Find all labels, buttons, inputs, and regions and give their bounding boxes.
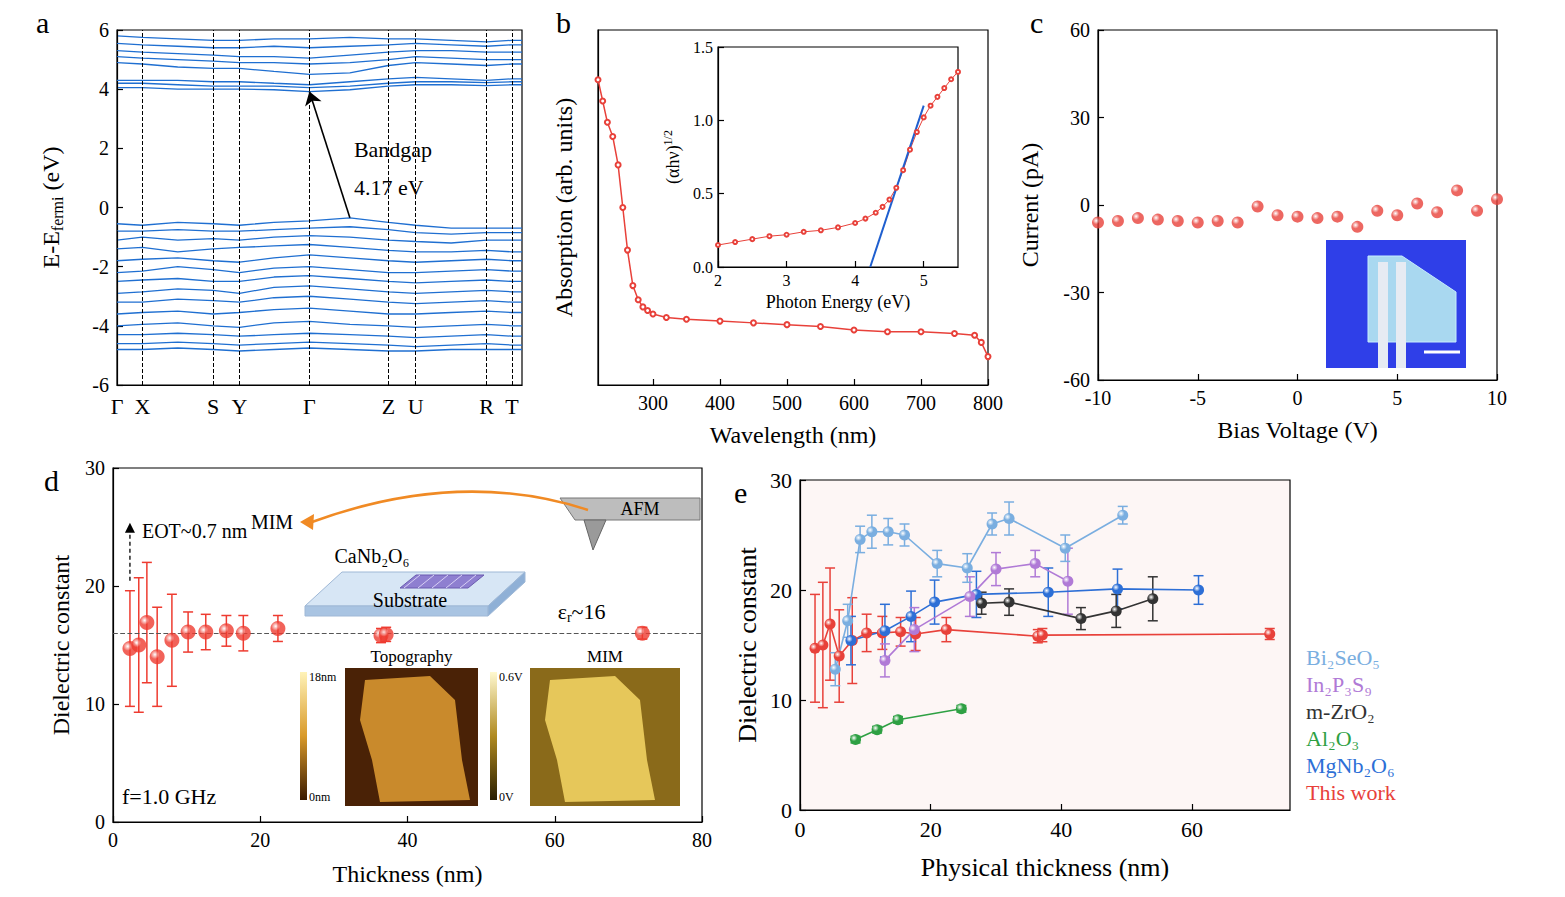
svg-text:10: 10: [1487, 387, 1507, 409]
svg-text:0.6V: 0.6V: [499, 670, 523, 684]
svg-text:fermi: fermi: [49, 196, 66, 231]
svg-text:MIM: MIM: [587, 647, 623, 666]
svg-text:e: e: [734, 476, 747, 509]
svg-text:20: 20: [920, 817, 942, 842]
svg-text:2: 2: [99, 137, 109, 159]
svg-text:-4: -4: [92, 315, 109, 337]
svg-text:20: 20: [250, 829, 270, 851]
svg-text:1.5: 1.5: [693, 39, 713, 56]
svg-text:300: 300: [638, 392, 668, 414]
svg-text:d: d: [44, 464, 59, 497]
svg-text:30: 30: [85, 457, 105, 479]
svg-text:0: 0: [1080, 194, 1090, 216]
svg-text:800: 800: [973, 392, 1003, 414]
svg-text:-5: -5: [1189, 387, 1206, 409]
svg-text:(αhν): (αhν): [663, 145, 684, 184]
svg-text:0: 0: [1293, 387, 1303, 409]
svg-text:-6: -6: [92, 374, 109, 396]
svg-text:U: U: [408, 394, 424, 419]
svg-text:3: 3: [783, 272, 791, 289]
svg-text:Substrate: Substrate: [373, 589, 448, 611]
svg-text:4: 4: [99, 78, 109, 100]
svg-text:a: a: [36, 6, 49, 39]
svg-text:MgNb₂O₆: MgNb₂O₆: [1306, 753, 1395, 778]
svg-text:80: 80: [692, 829, 712, 851]
svg-text:0: 0: [108, 829, 118, 851]
svg-text:S: S: [207, 394, 219, 419]
svg-text:~16: ~16: [572, 599, 606, 624]
svg-text:Wavelength (nm): Wavelength (nm): [710, 422, 877, 448]
svg-text:700: 700: [906, 392, 936, 414]
svg-text:5: 5: [920, 272, 928, 289]
svg-text:1/2: 1/2: [661, 130, 675, 145]
svg-text:In₂P₃S₉: In₂P₃S₉: [1306, 672, 1372, 697]
svg-text:Γ: Γ: [111, 394, 124, 419]
svg-text:MIM: MIM: [251, 511, 293, 533]
svg-text:f=1.0 GHz: f=1.0 GHz: [122, 784, 217, 809]
svg-text:m-ZrO₂: m-ZrO₂: [1306, 699, 1375, 724]
svg-text:-10: -10: [1085, 387, 1112, 409]
svg-text:Bi₂SeO₅: Bi₂SeO₅: [1306, 645, 1380, 670]
svg-text:20: 20: [85, 575, 105, 597]
svg-text:Physical thickness (nm): Physical thickness (nm): [921, 853, 1169, 882]
svg-text:6: 6: [99, 19, 109, 41]
svg-text:0V: 0V: [499, 790, 514, 804]
svg-text:0: 0: [781, 798, 792, 823]
svg-text:0.0: 0.0: [693, 259, 713, 276]
svg-text:Γ: Γ: [303, 394, 316, 419]
svg-text:1.0: 1.0: [693, 112, 713, 129]
svg-text:60: 60: [1070, 19, 1090, 41]
svg-text:Dielectric constant: Dielectric constant: [48, 554, 74, 735]
svg-text:2: 2: [714, 272, 722, 289]
svg-text:0: 0: [95, 811, 105, 833]
svg-text:500: 500: [772, 392, 802, 414]
svg-text:-60: -60: [1063, 369, 1090, 391]
svg-text:0: 0: [99, 197, 109, 219]
svg-text:X: X: [134, 394, 150, 419]
svg-text:40: 40: [1050, 817, 1072, 842]
svg-text:Y: Y: [232, 394, 248, 419]
svg-text:20: 20: [770, 578, 792, 603]
svg-text:600: 600: [839, 392, 869, 414]
svg-text:400: 400: [705, 392, 735, 414]
svg-text:0nm: 0nm: [309, 790, 331, 804]
svg-text:Dielectric constant: Dielectric constant: [733, 546, 762, 742]
svg-text:0.5: 0.5: [693, 185, 713, 202]
svg-text:ε: ε: [558, 599, 567, 624]
svg-text:r: r: [566, 609, 572, 625]
svg-text:0: 0: [795, 817, 806, 842]
svg-text:Topography: Topography: [371, 647, 453, 666]
svg-text:Al₂O₃: Al₂O₃: [1306, 726, 1359, 751]
svg-text:10: 10: [85, 693, 105, 715]
svg-text:Photon Energy (eV): Photon Energy (eV): [766, 292, 911, 313]
svg-text:4: 4: [851, 272, 859, 289]
svg-text:E-E: E-E: [38, 231, 64, 268]
svg-text:EOT~0.7 nm: EOT~0.7 nm: [142, 520, 248, 542]
svg-text:Current (pA): Current (pA): [1017, 143, 1043, 268]
svg-text:T: T: [505, 394, 519, 419]
svg-text:40: 40: [398, 829, 418, 851]
svg-text:c: c: [1030, 6, 1043, 39]
svg-text:-30: -30: [1063, 282, 1090, 304]
svg-text:Z: Z: [382, 394, 395, 419]
svg-text:Thickness (nm): Thickness (nm): [333, 861, 483, 887]
svg-text:b: b: [556, 6, 571, 39]
svg-text:(eV): (eV): [38, 147, 64, 197]
svg-text:60: 60: [545, 829, 565, 851]
svg-text:CaNb₂O₆: CaNb₂O₆: [334, 545, 409, 567]
svg-text:10: 10: [770, 688, 792, 713]
svg-text:5: 5: [1392, 387, 1402, 409]
svg-text:18nm: 18nm: [309, 670, 337, 684]
svg-text:30: 30: [770, 468, 792, 493]
svg-text:Absorption (arb. units): Absorption (arb. units): [551, 98, 577, 317]
svg-text:-2: -2: [92, 256, 109, 278]
svg-text:60: 60: [1181, 817, 1203, 842]
svg-text:Bias Voltage (V): Bias Voltage (V): [1217, 417, 1377, 443]
svg-text:R: R: [479, 394, 494, 419]
svg-text:30: 30: [1070, 107, 1090, 129]
svg-text:This work: This work: [1306, 780, 1396, 805]
svg-text:AFM: AFM: [620, 499, 659, 519]
svg-text:Bandgap: Bandgap: [354, 137, 432, 162]
svg-text:4.17 eV: 4.17 eV: [354, 175, 424, 200]
